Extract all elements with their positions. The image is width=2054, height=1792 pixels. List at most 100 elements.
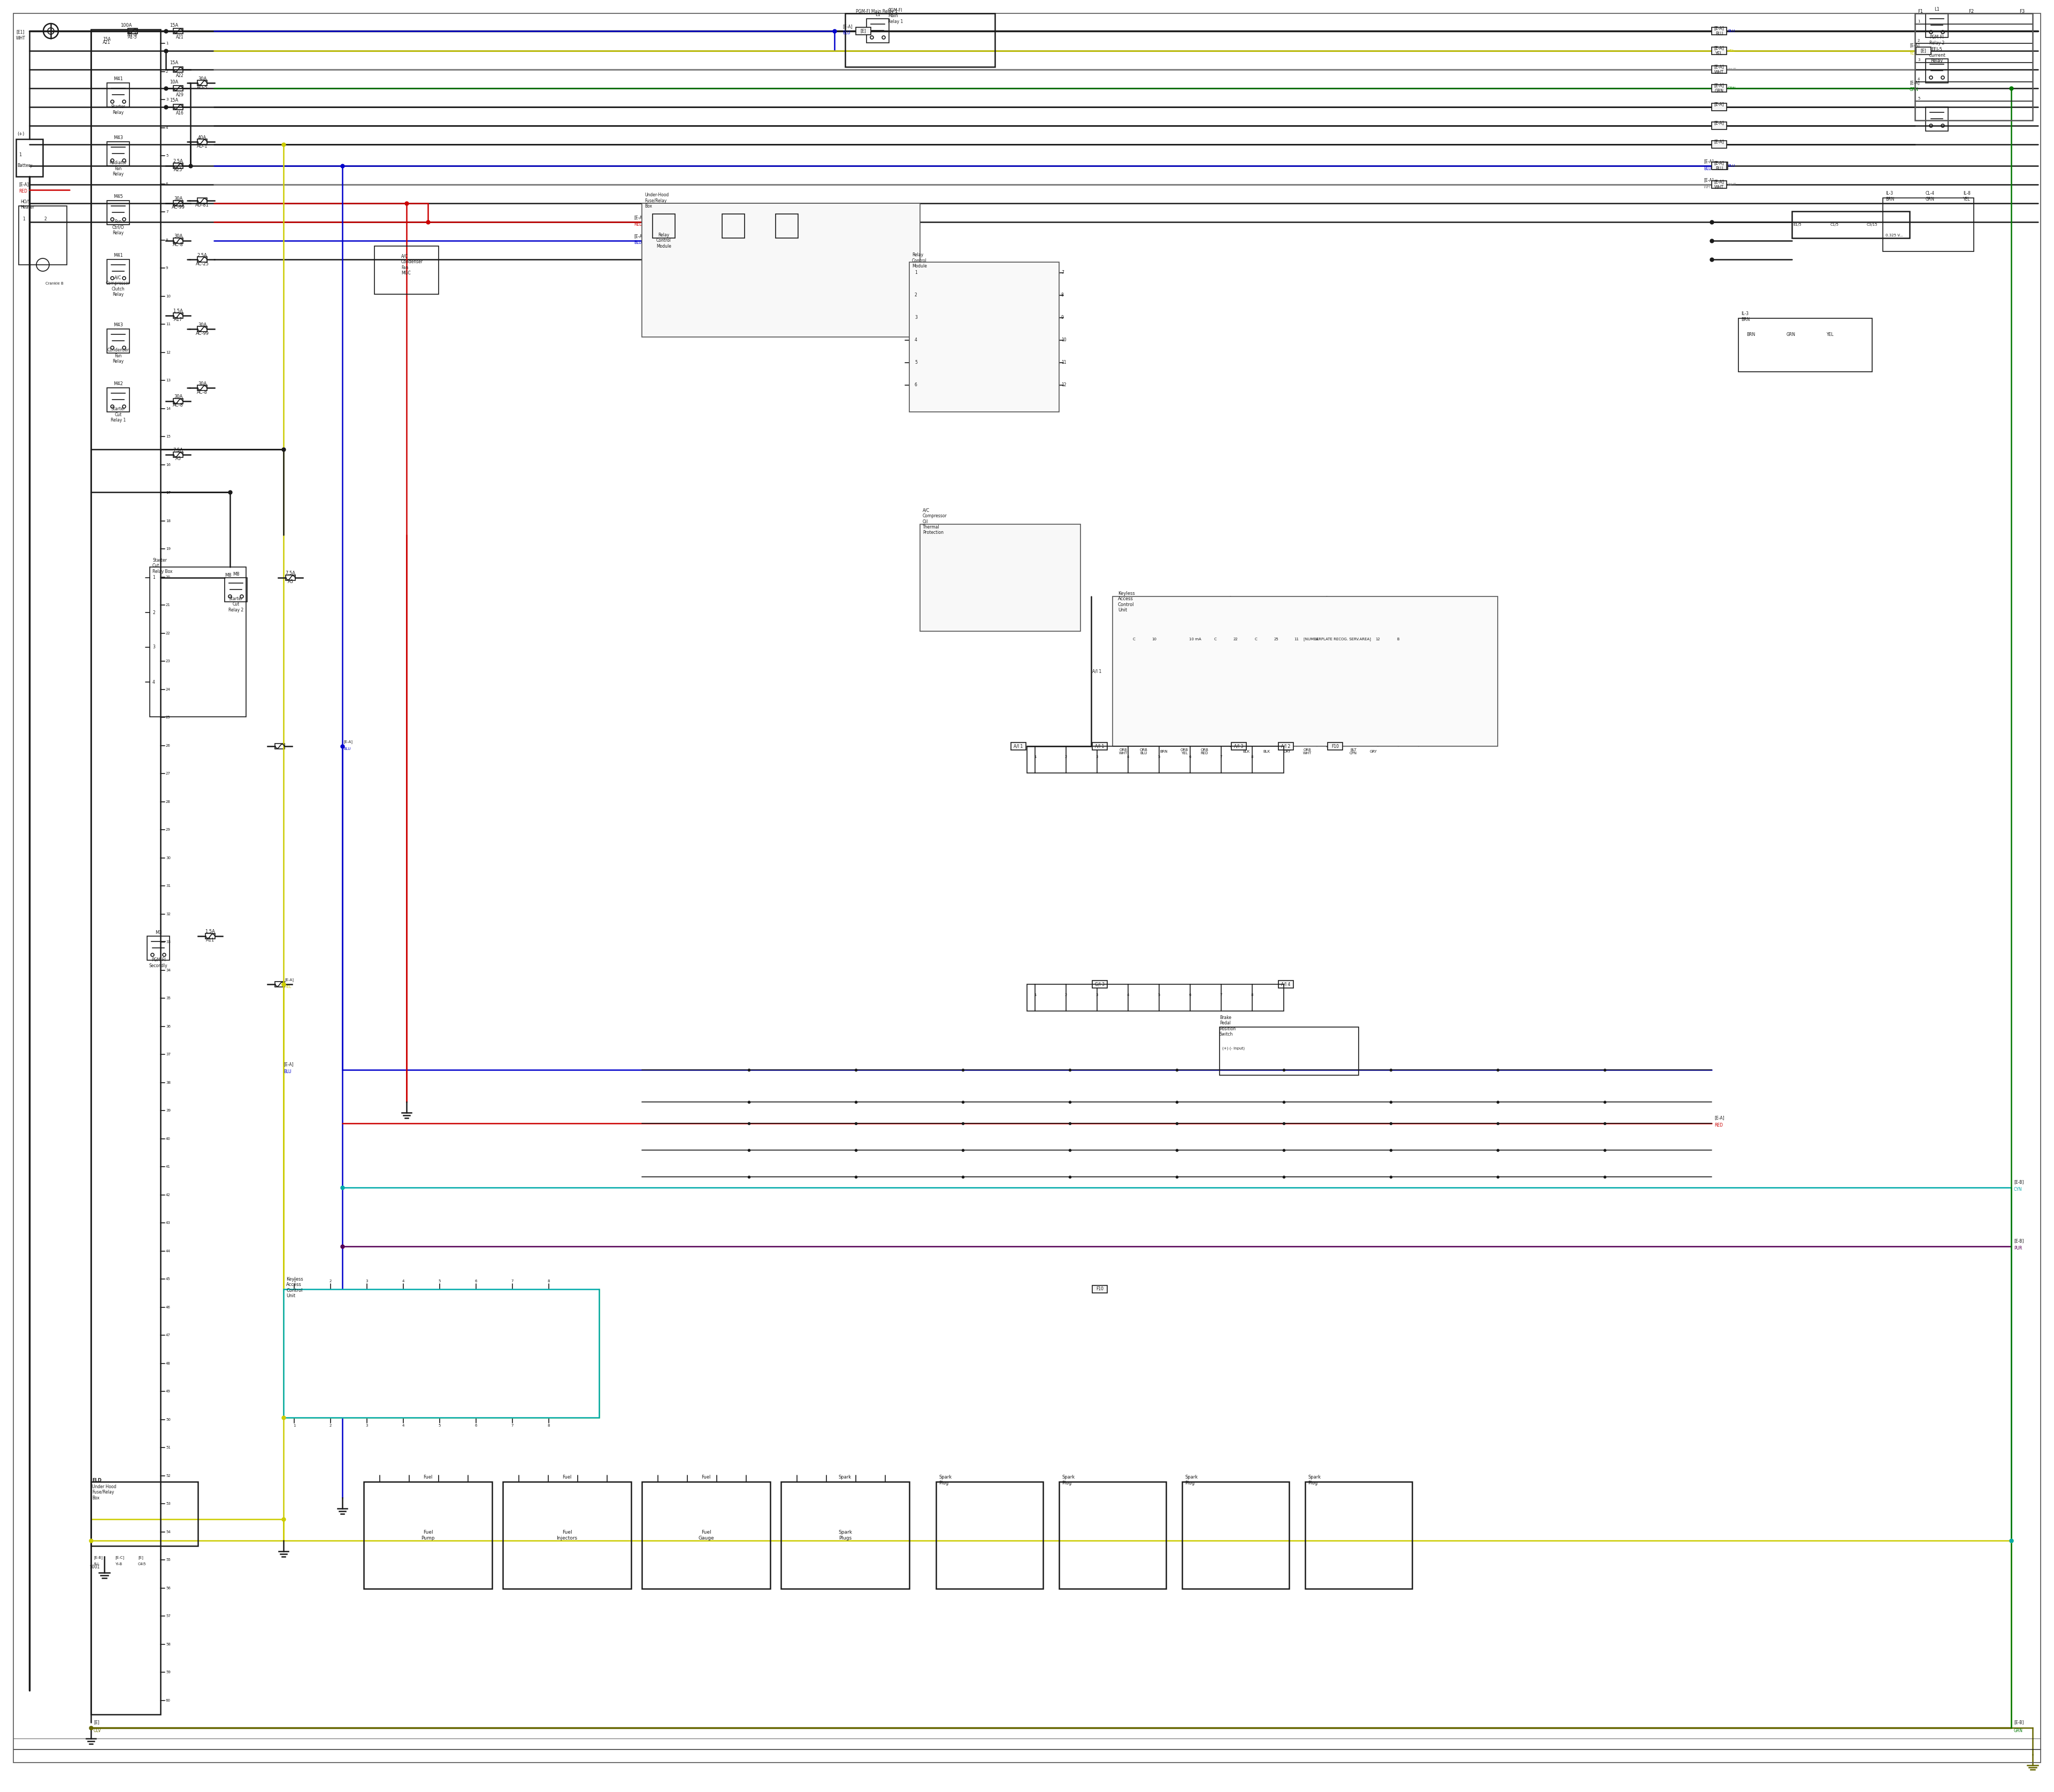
- Text: 4: 4: [1128, 993, 1130, 996]
- Bar: [937, 1482, 1043, 1590]
- Text: 59: 59: [166, 1670, 170, 1674]
- Bar: [867, 18, 889, 43]
- Text: 2: 2: [1918, 39, 1920, 43]
- Text: YEL: YEL: [1727, 48, 1734, 52]
- Text: [E-A]: [E-A]: [635, 235, 643, 238]
- Bar: [1711, 84, 1727, 91]
- Text: 3: 3: [152, 645, 154, 650]
- Text: 10: 10: [1152, 638, 1156, 642]
- Text: 41: 41: [166, 1165, 170, 1168]
- Text: 31: 31: [166, 885, 170, 887]
- Text: Spark
Plugs: Spark Plugs: [838, 1530, 852, 1541]
- Text: AC-99: AC-99: [195, 332, 210, 335]
- Circle shape: [791, 231, 795, 235]
- Text: 60: 60: [166, 1699, 170, 1702]
- Text: PGM-FI
Secondly: PGM-FI Secondly: [150, 957, 168, 968]
- Text: Crankle B: Crankle B: [45, 281, 64, 285]
- Text: [E-A]: [E-A]: [1703, 177, 1713, 183]
- Text: 5: 5: [438, 1279, 442, 1283]
- Text: [E-A]: [E-A]: [1703, 159, 1713, 163]
- Bar: [1093, 980, 1107, 987]
- Text: 2.5A: 2.5A: [197, 253, 207, 258]
- Text: M45: M45: [113, 195, 123, 199]
- Text: 3: 3: [1097, 993, 1099, 996]
- Bar: [18, 206, 68, 265]
- Bar: [844, 13, 994, 66]
- Text: A/I 3: A/I 3: [1234, 744, 1243, 749]
- Text: 51: 51: [166, 1446, 170, 1450]
- Bar: [173, 238, 183, 244]
- Circle shape: [43, 23, 58, 38]
- Circle shape: [1941, 75, 1945, 79]
- Bar: [286, 575, 296, 581]
- Text: 10: 10: [1062, 339, 1066, 342]
- Text: BLU: BLU: [1703, 167, 1711, 170]
- Bar: [107, 260, 129, 283]
- Bar: [1278, 980, 1294, 987]
- Text: 4: 4: [1128, 754, 1130, 758]
- Text: WHT: WHT: [1727, 183, 1736, 186]
- Text: A/C
Compressor
Oil
Thermal
Protection: A/C Compressor Oil Thermal Protection: [922, 507, 947, 536]
- Bar: [173, 66, 183, 72]
- Text: 40: 40: [166, 1138, 170, 1140]
- Circle shape: [111, 217, 113, 220]
- Text: [E]: [E]: [861, 29, 867, 34]
- Text: 4: 4: [403, 1279, 405, 1283]
- Text: 27: 27: [166, 772, 170, 776]
- Text: AC-8: AC-8: [173, 403, 183, 409]
- Text: [E-A]: [E-A]: [635, 215, 643, 220]
- Text: S001: S001: [90, 1564, 101, 1570]
- Bar: [173, 86, 183, 91]
- Circle shape: [37, 258, 49, 271]
- Text: [E-A]
BLU: [E-A] BLU: [1715, 25, 1723, 36]
- Text: Battery: Battery: [16, 163, 33, 168]
- Text: PUR: PUR: [2013, 1245, 2023, 1251]
- Text: Radiator
Fan
Relay: Radiator Fan Relay: [109, 161, 127, 176]
- Text: [E]: [E]: [138, 1555, 144, 1559]
- Circle shape: [111, 276, 113, 280]
- Text: M41: M41: [113, 253, 123, 258]
- Bar: [275, 982, 286, 987]
- Text: 25: 25: [1273, 638, 1278, 642]
- Text: 42: 42: [166, 1193, 170, 1197]
- Text: 6: 6: [474, 1279, 477, 1283]
- Text: 8: 8: [1251, 993, 1253, 996]
- Text: YEL: YEL: [1910, 52, 1916, 56]
- Text: 39: 39: [166, 1109, 170, 1113]
- Text: BLU: BLU: [283, 1070, 292, 1073]
- Text: [E-A]: [E-A]: [1715, 120, 1723, 131]
- Bar: [107, 142, 129, 167]
- Text: Relay
Control
Module: Relay Control Module: [657, 233, 672, 249]
- Text: 26: 26: [166, 744, 170, 747]
- Text: Spark
Plug: Spark Plug: [1185, 1475, 1197, 1486]
- Text: [E-A]: [E-A]: [343, 740, 353, 744]
- Text: Starter
Cut
Relay Box: Starter Cut Relay Box: [152, 557, 173, 573]
- Text: 28: 28: [166, 799, 170, 803]
- Bar: [197, 256, 207, 262]
- Text: 8: 8: [548, 1425, 550, 1426]
- Text: 21: 21: [166, 604, 170, 607]
- Text: C: C: [1132, 638, 1136, 642]
- Text: 7: 7: [1220, 754, 1222, 758]
- Circle shape: [1929, 30, 1933, 34]
- Text: 3: 3: [1918, 59, 1920, 61]
- Text: EFI-5
Current
Relay: EFI-5 Current Relay: [1929, 47, 1945, 63]
- Text: 19: 19: [166, 547, 170, 550]
- Bar: [723, 213, 744, 238]
- Text: Starter
Cut
Relay 1: Starter Cut Relay 1: [111, 407, 125, 423]
- Text: [E-A]: [E-A]: [1715, 1116, 1723, 1120]
- Text: 6: 6: [1189, 993, 1191, 996]
- Text: [NUMBERPLATE RECOG. SERV.AREA]: [NUMBERPLATE RECOG. SERV.AREA]: [1304, 638, 1370, 642]
- Text: 9: 9: [1062, 315, 1064, 321]
- Text: 15A: 15A: [170, 23, 179, 29]
- Text: 5: 5: [1158, 754, 1161, 758]
- Text: PGM-FI
Main
Relay 1: PGM-FI Main Relay 1: [887, 9, 904, 23]
- Text: 38: 38: [166, 1081, 170, 1084]
- Bar: [641, 1482, 770, 1590]
- Circle shape: [240, 595, 242, 599]
- Text: 4: 4: [152, 679, 154, 685]
- Text: 6: 6: [1189, 754, 1191, 758]
- Text: 6: 6: [166, 183, 168, 186]
- Text: G/I 3: G/I 3: [1095, 982, 1105, 987]
- Bar: [16, 140, 43, 177]
